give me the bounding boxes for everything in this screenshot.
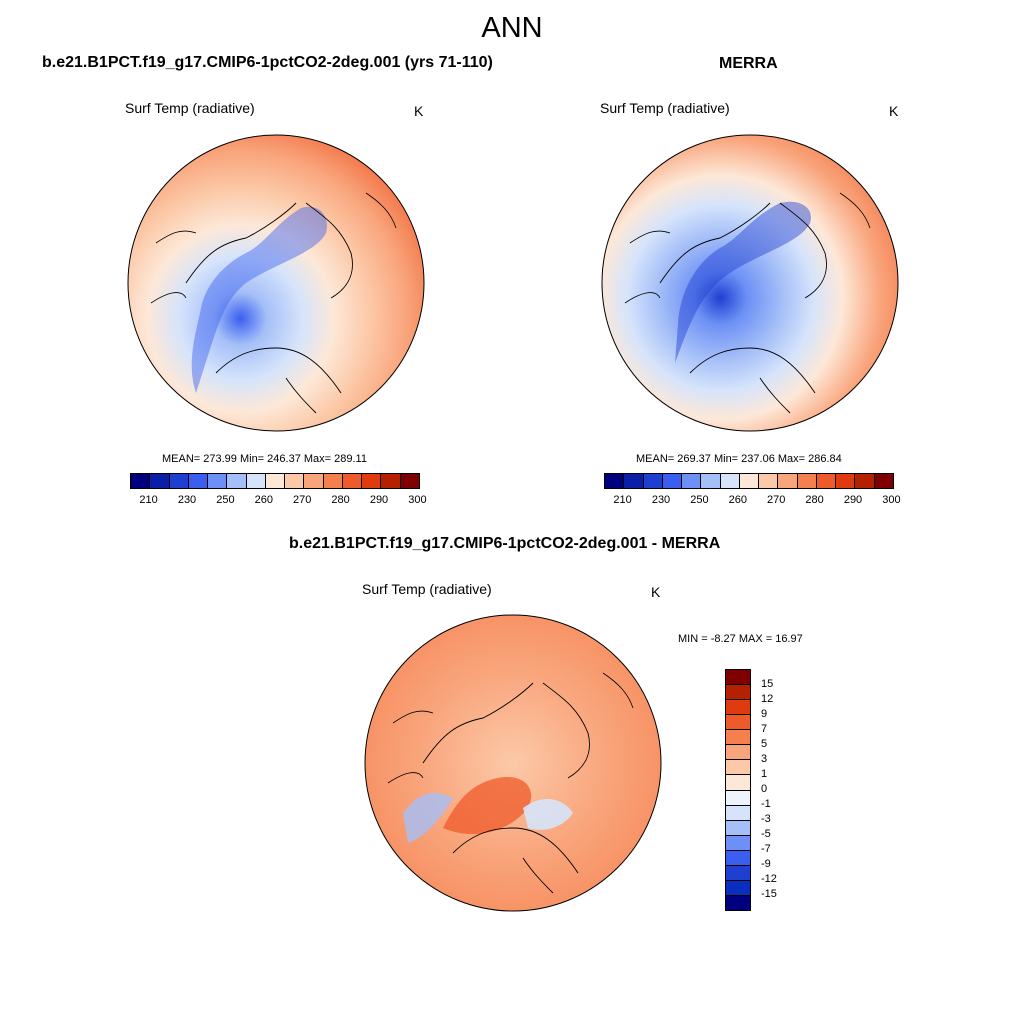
panel-2-stats: MEAN= 269.37 Min= 237.06 Max= 286.84 [636,453,842,465]
colorbar-swatch [726,700,750,716]
panel-3-polar-map [364,614,662,912]
colorbar-swatch [726,820,750,836]
colorbar-tick-label: 260 [254,494,273,506]
colorbar-swatch [726,730,750,746]
colorbar-swatch [682,474,702,488]
panel-1-units: K [414,103,424,119]
panel-3-colorbar [725,669,751,911]
colorbar-swatch [323,474,343,488]
colorbar-tick-label: 230 [177,494,197,506]
panel-1-colorbar [130,473,420,489]
colorbar-swatch [131,474,151,488]
colorbar-swatch [726,670,750,686]
panel-2-colorbar [604,473,894,489]
colorbar-swatch [726,775,750,791]
colorbar-tick-label: 250 [690,494,709,506]
colorbar-swatch [342,474,363,488]
colorbar-tick-label: 280 [805,494,824,506]
colorbar-tick-label: 260 [728,494,747,506]
colorbar-tick-label: -15 [761,888,777,900]
panel-2-units: K [889,103,899,119]
colorbar-swatch [188,474,209,488]
colorbar-tick-label: 280 [331,494,350,506]
colorbar-swatch [662,474,683,488]
colorbar-tick-label: 210 [139,494,158,506]
colorbar-swatch [381,474,401,488]
colorbar-tick-label: 0 [761,783,768,795]
panel-1-polar-map [127,134,425,432]
colorbar-swatch [726,685,750,701]
colorbar-swatch [797,474,817,488]
colorbar-swatch [624,474,644,488]
colorbar-swatch [150,474,170,488]
colorbar-swatch [778,474,798,488]
colorbar-tick-label: 210 [613,494,632,506]
colorbar-swatch [726,880,750,896]
colorbar-swatch [726,745,750,761]
colorbar-tick-label: 5 [761,738,768,750]
colorbar-swatch [726,715,750,731]
colorbar-tick-label: 12 [761,693,774,705]
colorbar-tick-label: 290 [369,494,389,506]
colorbar-swatch [855,474,875,488]
colorbar-swatch [726,895,750,910]
colorbar-tick-label: 300 [408,494,427,506]
colorbar-tick-label: 1 [761,768,768,780]
colorbar-tick-label: 3 [761,753,768,765]
colorbar-swatch [726,805,750,821]
colorbar-swatch [726,835,750,851]
panel-1-colorbar-ticks: 210 230 250 260 270 280 290 300 [130,494,426,508]
figure-title: ANN [481,12,543,44]
panel-2-polar-map [601,134,899,432]
colorbar-swatch [759,474,779,488]
colorbar-tick-label: 230 [651,494,671,506]
colorbar-swatch [739,474,760,488]
colorbar-tick-label: 15 [761,678,774,690]
colorbar-tick-label: -9 [761,858,771,870]
colorbar-tick-label: -3 [761,813,771,825]
panel-1-stats: MEAN= 273.99 Min= 246.37 Max= 289.11 [162,453,367,465]
colorbar-swatch [227,474,247,488]
colorbar-swatch [726,760,750,776]
colorbar-swatch [285,474,305,488]
colorbar-swatch [400,474,419,488]
colorbar-swatch [726,790,750,806]
colorbar-tick-label: -12 [761,873,777,885]
colorbar-swatch [701,474,721,488]
panel-1-variable-label: Surf Temp (radiative) [125,100,255,116]
panel-3-colorbar-ticks: 15 12 9 7 5 3 1 0 -1 -3 -5 -7 -9 -12 -15 [761,669,801,909]
colorbar-tick-label: 7 [761,723,768,735]
colorbar-swatch [816,474,837,488]
colorbar-swatch [362,474,382,488]
colorbar-swatch [304,474,324,488]
colorbar-tick-label: -7 [761,843,771,855]
panel-2-title: MERRA [719,55,778,72]
panel-3-variable-label: Surf Temp (radiative) [362,581,492,597]
colorbar-tick-label: -5 [761,828,771,840]
colorbar-tick-label: 250 [216,494,235,506]
panel-3-stats: MIN = -8.27 MAX = 16.97 [678,633,803,645]
colorbar-tick-label: 300 [882,494,901,506]
colorbar-swatch [246,474,266,488]
colorbar-swatch [726,865,750,881]
colorbar-swatch [169,474,189,488]
colorbar-tick-label: 9 [761,708,768,720]
colorbar-swatch [208,474,228,488]
colorbar-swatch [726,850,750,866]
colorbar-tick-label: 270 [293,494,312,506]
colorbar-tick-label: 290 [843,494,863,506]
colorbar-swatch [643,474,663,488]
panel-3-title: b.e21.B1PCT.f19_g17.CMIP6-1pctCO2-2deg.0… [289,535,721,552]
panel-2-colorbar-ticks: 210 230 250 260 270 280 290 300 [604,494,900,508]
colorbar-swatch [605,474,625,488]
panel-3-units: K [651,584,661,600]
colorbar-swatch [265,474,286,488]
panel-1-title: b.e21.B1PCT.f19_g17.CMIP6-1pctCO2-2deg.0… [42,54,493,71]
colorbar-swatch [720,474,740,488]
colorbar-tick-label: -1 [761,798,771,810]
colorbar-swatch [836,474,856,488]
colorbar-tick-label: 270 [767,494,786,506]
colorbar-swatch [874,474,893,488]
panel-2-variable-label: Surf Temp (radiative) [600,100,730,116]
